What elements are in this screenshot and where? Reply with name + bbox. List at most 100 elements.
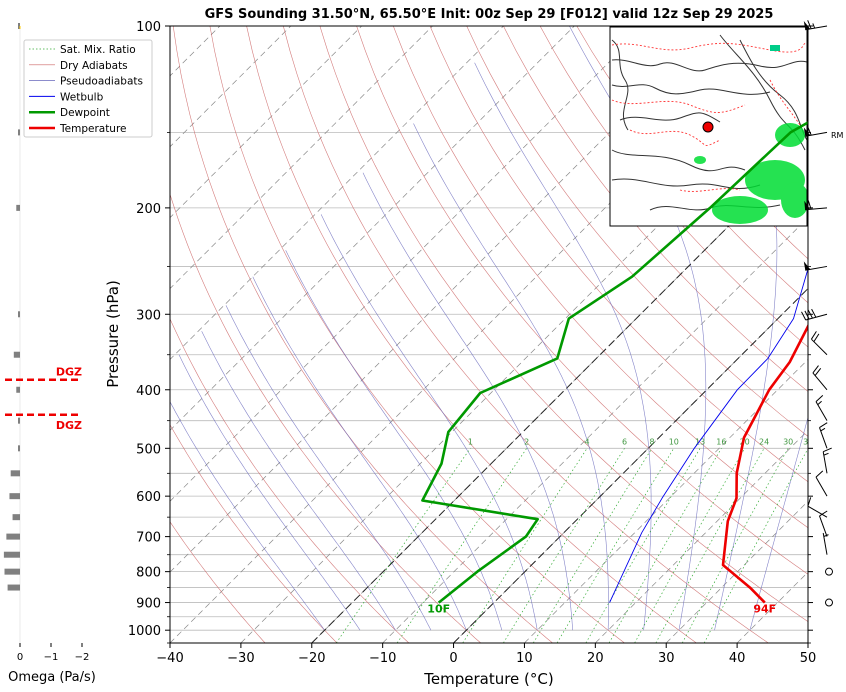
mixing-ratio-line — [585, 448, 701, 643]
mixing-ratio-line — [608, 448, 722, 643]
series-temperature-line — [721, 323, 808, 604]
mixing-ratio-label: 24 — [759, 437, 769, 446]
legend-item-label: Pseudoadiabats — [60, 76, 143, 88]
isotherm-line — [807, 642, 808, 643]
y-tick-label: 200 — [136, 202, 161, 217]
wind-barb-half-flag — [820, 427, 826, 432]
calm-wind-marker — [825, 567, 833, 576]
omega-bar — [9, 493, 20, 500]
mixing-ratio-label: 2 — [524, 437, 529, 446]
wind-barb-staff — [805, 265, 828, 271]
omega-bar — [16, 386, 20, 393]
legend-item-label: Wetbulb — [60, 91, 104, 103]
wind-barb-flag — [813, 333, 820, 342]
omega-bar — [18, 445, 20, 452]
isotherm-line — [665, 500, 808, 643]
mixing-ratio-label: 20 — [740, 437, 750, 446]
wind-barb-staff — [815, 476, 828, 497]
wind-barb-half-flag — [817, 400, 822, 405]
freezing-isotherm — [453, 287, 808, 643]
wind-barb-flag — [804, 310, 810, 320]
dry-adiabat-line — [539, 26, 808, 348]
dgz-top-label: DGZ — [56, 366, 82, 379]
x-tick-label: 10 — [516, 651, 533, 666]
pseudoadiabat-line — [413, 123, 609, 631]
omega-bar — [13, 351, 20, 358]
wind-barb-flag — [807, 20, 812, 29]
dry-adiabat-line — [393, 26, 808, 529]
pseudoadiabat-line — [474, 62, 652, 631]
omega-axis-label: Omega (Pa/s) — [8, 670, 96, 685]
wind-barb-flag — [811, 308, 817, 318]
wind-barb-flag — [807, 200, 812, 210]
omega-panel: 0 −1 −2 DGZ DGZ — [3, 23, 89, 663]
x-tick-label: 20 — [587, 651, 604, 666]
calm-wind-marker — [825, 598, 833, 607]
pseudoadiabat-line — [714, 26, 778, 631]
inset-map — [610, 27, 807, 226]
pseudoadiabat-line — [170, 401, 325, 631]
pseudoadiabat-line — [569, 26, 707, 631]
legend: Sat. Mix. Ratio Dry Adiabats Pseudoadiabat… — [23, 39, 153, 138]
x-tick-label: 40 — [729, 651, 746, 666]
mixing-ratio-line — [462, 448, 588, 643]
y-tick-label: 300 — [136, 308, 161, 323]
legend-item-label: Dewpoint — [60, 107, 110, 119]
dry-adiabat-line — [503, 26, 808, 392]
omega-bar — [18, 129, 20, 136]
dry-adiabat-line — [356, 26, 808, 575]
mixing-ratio-label: 6 — [622, 437, 627, 446]
wind-barb-flag — [815, 395, 824, 402]
x-tick-label: −10 — [369, 651, 396, 666]
isotherm-line — [382, 217, 808, 643]
omega-bar — [7, 584, 20, 591]
y-tick-label: 600 — [136, 490, 161, 505]
y-tick-label: 800 — [136, 566, 161, 581]
x-tick-label: 0 — [449, 651, 457, 666]
omega-bar — [6, 533, 20, 540]
omega-bar — [18, 311, 20, 318]
dry-adiabat-line — [170, 521, 266, 643]
y-tick-label: 500 — [136, 442, 161, 457]
y-tick-label: 1000 — [128, 624, 161, 639]
omega-bar — [16, 204, 20, 211]
wind-barb-staff — [805, 131, 828, 137]
wind-barb-staff — [819, 427, 828, 449]
plot-frame — [169, 25, 809, 644]
mixing-ratio-line — [634, 448, 746, 643]
dry-adiabat-line — [170, 424, 338, 643]
omega-tick-label: 0 — [17, 652, 23, 663]
mixing-ratio-label: 4 — [585, 437, 590, 446]
pseudoadiabat-line — [362, 172, 573, 631]
mixing-ratio-label: 1 — [468, 437, 473, 446]
pseudoadiabat-line — [225, 305, 432, 631]
wind-barb-flag — [801, 311, 807, 321]
pseudoadiabat-line — [320, 214, 538, 631]
x-tick-label: 30 — [658, 651, 675, 666]
wind-barb-flag — [815, 470, 824, 478]
omega-tick-label: −1 — [44, 652, 59, 663]
wind-barb-flag — [810, 331, 817, 340]
mixing-ratio-line — [532, 448, 653, 643]
mixing-ratio-label: 13 — [695, 437, 705, 446]
wind-barbs: RM — [801, 20, 844, 607]
dry-adiabat-line — [283, 26, 769, 643]
chart-title: GFS Sounding 31.50°N, 65.50°E Init: 00z … — [205, 7, 774, 22]
wind-barb-flag — [807, 309, 813, 319]
wind-barb-pennant — [803, 261, 811, 271]
mixing-ratio-line — [336, 448, 471, 643]
pseudoadiabat-line — [749, 416, 808, 631]
dry-adiabat-line — [170, 193, 481, 643]
dry-adiabat-line — [834, 26, 846, 643]
isotherm-line — [170, 26, 788, 643]
x-tick-label: −20 — [298, 651, 325, 666]
mixing-ratio-label: 8 — [649, 437, 654, 446]
legend-item-label: Dry Adiabats — [60, 60, 128, 72]
wind-barb-staff — [822, 451, 828, 474]
pseudoadiabat-line — [252, 276, 467, 631]
dry-adiabat-line — [246, 26, 697, 643]
omega-bar — [4, 568, 20, 575]
wind-barb-flag — [823, 447, 832, 453]
mixing-ratio-line — [503, 448, 625, 643]
